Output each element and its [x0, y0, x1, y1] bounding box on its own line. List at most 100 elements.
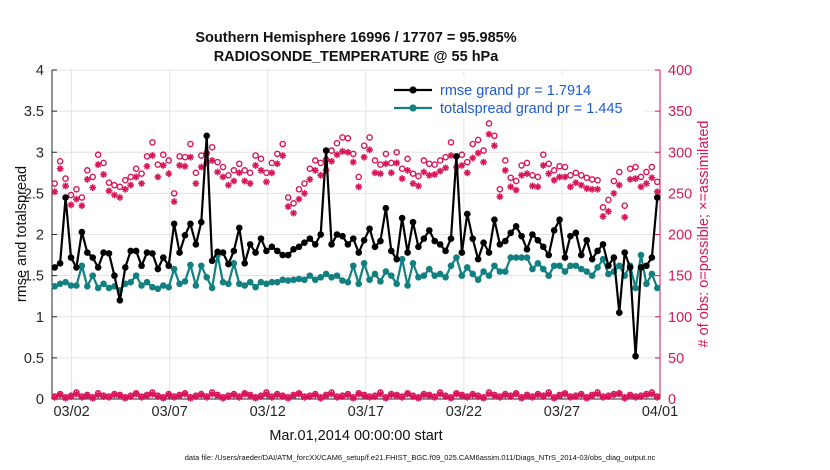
rmse-point — [605, 262, 612, 270]
obs-possible-point — [643, 168, 650, 176]
obs-assimilated-point — [284, 203, 292, 210]
totalspread-point — [159, 282, 167, 289]
x-tick-label: 03/02 — [53, 404, 89, 420]
obs-assimilated-point — [485, 130, 493, 138]
obs-assimilated-stroke — [572, 179, 579, 186]
obs-possible-point — [377, 161, 384, 168]
chart-title: Southern Hemisphere 16996 / 17707 = 95.9… — [195, 30, 516, 46]
obs-assimilated-point — [208, 157, 216, 164]
obs-assimilated-stroke — [100, 393, 107, 400]
obs-assimilated-stroke — [589, 186, 596, 193]
obs-assimilated-point — [605, 208, 612, 215]
obs-assimilated-stroke — [475, 150, 482, 156]
obs-assimilated-point — [279, 152, 287, 159]
totalspread-point — [219, 278, 227, 286]
totalspread-point — [387, 272, 395, 279]
totalspread-point — [605, 270, 612, 278]
obs-assimilated-point — [284, 394, 292, 402]
y-axis-label-left: rmse and totalspread — [14, 166, 30, 302]
obs-assimilated-stroke — [296, 391, 302, 397]
rmse-point — [480, 239, 487, 247]
obs-assimilated-point — [371, 393, 379, 400]
totalspread-point — [404, 282, 411, 289]
totalspread-point — [366, 276, 373, 284]
obs-assimilated-stroke — [328, 391, 335, 397]
obs-assimilated-point — [219, 173, 227, 181]
obs-assimilated-point — [306, 393, 314, 400]
x-tick-label: 03/22 — [446, 404, 482, 420]
obs-possible-point — [404, 155, 411, 163]
obs-possible-point — [143, 153, 151, 160]
totalspread-point — [192, 282, 200, 289]
obs-assimilated-stroke — [410, 393, 416, 400]
y-tick-label-right: 300 — [668, 145, 692, 161]
obs-possible-point — [290, 199, 297, 207]
totalspread-point — [241, 282, 249, 289]
obs-assimilated-point — [89, 184, 97, 192]
obs-assimilated-stroke — [252, 162, 259, 169]
obs-assimilated-stroke — [524, 170, 530, 177]
totalspread-point — [279, 276, 287, 284]
rmse-point — [197, 218, 205, 226]
y-tick-label-left: 1.5 — [24, 269, 44, 285]
obs-assimilated-point — [339, 393, 346, 400]
obs-possible-point — [56, 157, 64, 165]
obs-possible-point — [409, 170, 417, 177]
obs-assimilated-stroke — [149, 152, 156, 159]
obs-assimilated-point — [393, 392, 401, 400]
totalspread-point — [143, 278, 151, 286]
obs-assimilated-stroke — [339, 393, 346, 400]
totalspread-point — [648, 270, 656, 278]
rmse-point — [626, 264, 634, 271]
obs-assimilated-point — [491, 392, 498, 400]
obs-assimilated-point — [132, 390, 140, 398]
obs-assimilated-stroke — [285, 395, 292, 402]
obs-possible-point — [230, 167, 238, 174]
rmse-point — [518, 232, 525, 240]
obs-assimilated-point — [463, 169, 471, 177]
obs-possible-point — [116, 183, 124, 191]
rmse-point — [485, 249, 493, 256]
totalspread-point — [235, 280, 243, 288]
obs-possible-point — [360, 142, 368, 149]
obs-possible-point — [567, 171, 574, 179]
obs-assimilated-stroke — [328, 158, 335, 165]
obs-assimilated-point — [187, 153, 194, 161]
obs-assimilated-stroke — [258, 393, 264, 400]
totalspread-point — [225, 280, 232, 288]
obs-assimilated-point — [360, 153, 368, 161]
obs-assimilated-point — [599, 393, 607, 401]
obs-assimilated-point — [344, 391, 352, 399]
obs-assimilated-point — [230, 177, 238, 185]
obs-assimilated-stroke — [187, 395, 194, 402]
obs-assimilated-point — [121, 185, 129, 193]
obs-possible-point — [279, 140, 287, 148]
obs-assimilated-stroke — [73, 391, 80, 397]
rmse-point — [545, 251, 553, 259]
rmse-point — [491, 216, 498, 223]
obs-possible-point — [165, 157, 173, 164]
obs-assimilated-point — [94, 161, 102, 168]
obs-assimilated-point — [572, 393, 580, 400]
obs-assimilated-stroke — [361, 154, 368, 161]
obs-assimilated-point — [51, 188, 59, 196]
obs-assimilated-stroke — [182, 391, 188, 397]
obs-assimilated-point — [56, 165, 64, 173]
rmse-point — [78, 228, 86, 236]
obs-assimilated-stroke — [366, 146, 373, 153]
obs-assimilated-point — [225, 181, 232, 189]
obs-assimilated-stroke — [643, 180, 650, 187]
obs-assimilated-point — [268, 393, 276, 401]
rmse-point — [279, 251, 287, 259]
obs-assimilated-stroke — [198, 391, 205, 398]
totalspread-point — [132, 272, 140, 279]
obs-assimilated-stroke — [247, 392, 254, 399]
obs-assimilated-point — [507, 393, 515, 400]
rmse-point — [431, 237, 439, 245]
x-tick-label: 03/27 — [544, 404, 580, 420]
obs-assimilated-point — [73, 390, 80, 398]
obs-possible-point — [632, 163, 639, 171]
obs-assimilated-stroke — [638, 393, 644, 400]
obs-assimilated-stroke — [279, 152, 286, 159]
obs-assimilated-stroke — [274, 160, 281, 167]
